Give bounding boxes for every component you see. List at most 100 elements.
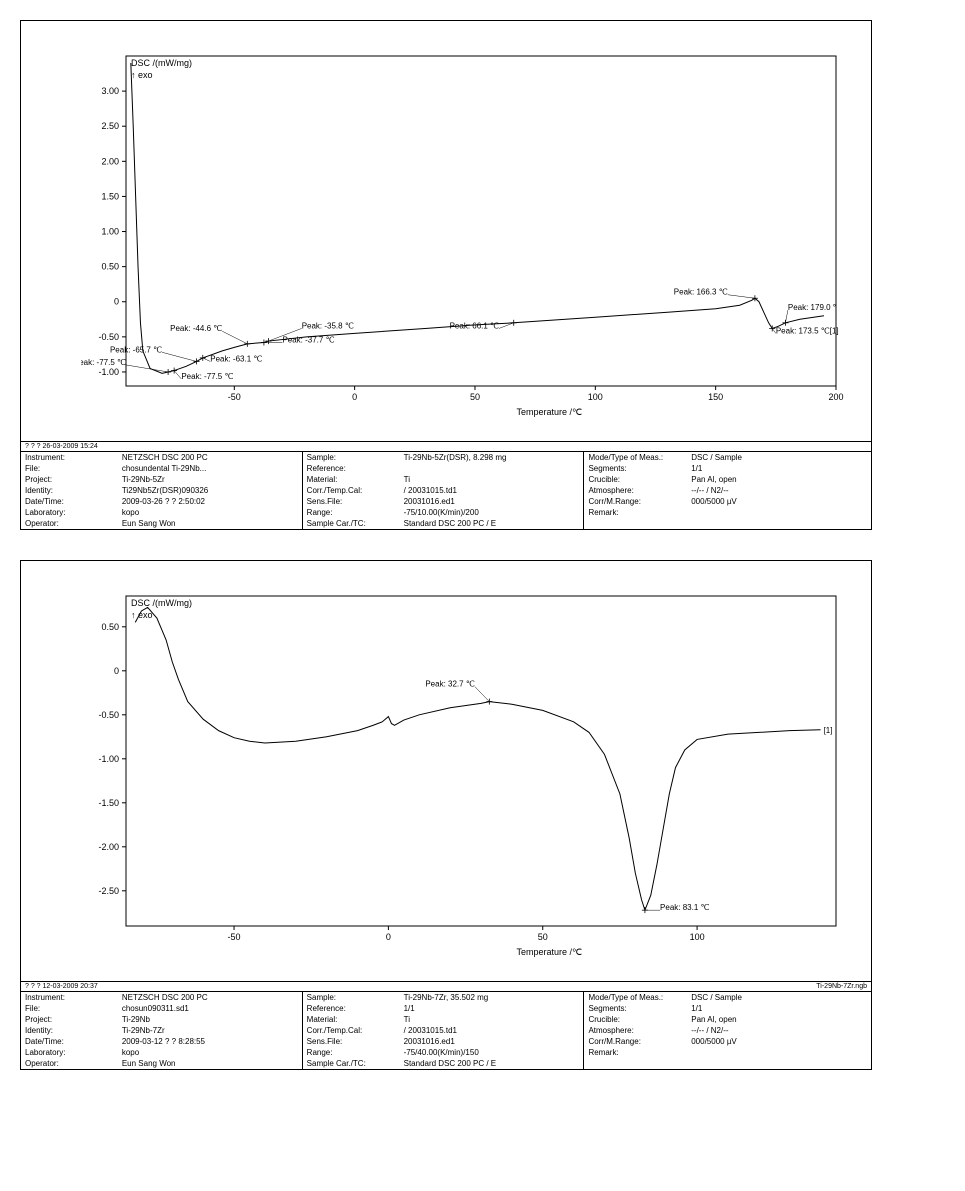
meta-label: Remark: <box>584 507 687 518</box>
meta-label: Material: <box>302 1014 399 1025</box>
meta-value: 2009-03-12 ? ? 8:28:55 <box>118 1036 302 1047</box>
svg-text:-1.00: -1.00 <box>98 754 119 764</box>
svg-text:Peak: -65.7 ℃: Peak: -65.7 ℃ <box>110 345 162 354</box>
svg-text:Peak: -77.5 ℃: Peak: -77.5 ℃ <box>81 358 126 367</box>
meta-label: Project: <box>21 1014 118 1025</box>
chart-2-metadata-table: Instrument:NETZSCH DSC 200 PCSample:Ti-2… <box>21 991 871 1069</box>
svg-text:50: 50 <box>470 392 480 402</box>
meta-label: Sample Car./TC: <box>302 518 399 529</box>
meta-value: 000/5000 µV <box>687 496 871 507</box>
meta-value <box>687 1047 871 1058</box>
svg-text:Peak: -63.1 ℃: Peak: -63.1 ℃ <box>210 354 262 363</box>
chart-1-metadata-table: Instrument:NETZSCH DSC 200 PCSample:Ti-2… <box>21 451 871 529</box>
svg-text:100: 100 <box>690 932 705 942</box>
svg-text:Peak: -77.5 ℃: Peak: -77.5 ℃ <box>181 372 233 381</box>
meta-label: Instrument: <box>21 452 118 464</box>
svg-text:0: 0 <box>114 297 119 307</box>
svg-text:1.50: 1.50 <box>101 191 119 201</box>
meta-label: Atmosphere: <box>584 1025 687 1036</box>
meta-value: 2009-03-26 ? ? 2:50:02 <box>118 496 302 507</box>
meta-value: Ti-29Nb-5Zr(DSR), 8.298 mg <box>400 452 584 464</box>
meta-value: Ti-29Nb-7Zr, 35.502 mg <box>400 992 584 1004</box>
meta-value: Eun Sang Won <box>118 518 302 529</box>
svg-text:Peak: 166.3 ℃: Peak: 166.3 ℃ <box>674 288 728 297</box>
svg-text:Peak: -37.7 ℃: Peak: -37.7 ℃ <box>282 335 334 344</box>
svg-text:Peak: 83.1 ℃: Peak: 83.1 ℃ <box>660 903 709 912</box>
meta-label: Mode/Type of Meas.: <box>584 452 687 464</box>
svg-text:2.50: 2.50 <box>101 121 119 131</box>
svg-text:↑ exo: ↑ exo <box>131 70 153 80</box>
meta-value: NETZSCH DSC 200 PC <box>118 452 302 464</box>
svg-text:1.00: 1.00 <box>101 227 119 237</box>
svg-text:0.50: 0.50 <box>101 622 119 632</box>
meta-value: / 20031015.td1 <box>400 485 584 496</box>
meta-label: Crucible: <box>584 474 687 485</box>
meta-value <box>400 463 584 474</box>
meta-label: Operator: <box>21 518 118 529</box>
meta-label <box>584 518 687 529</box>
meta-label: Sample: <box>302 452 399 464</box>
meta-value: Ti <box>400 474 584 485</box>
svg-text:100: 100 <box>588 392 603 402</box>
svg-text:DSC /(mW/mg): DSC /(mW/mg) <box>131 598 192 608</box>
meta-value <box>687 518 871 529</box>
meta-value: NETZSCH DSC 200 PC <box>118 992 302 1004</box>
svg-text:0.50: 0.50 <box>101 262 119 272</box>
chart-1-footer-stamp: ? ? ? 26-03-2009 15:24 <box>21 441 871 451</box>
meta-label: Atmosphere: <box>584 485 687 496</box>
meta-label: Range: <box>302 507 399 518</box>
meta-label: Reference: <box>302 1003 399 1014</box>
svg-text:Peak: 173.5 ℃[1]: Peak: 173.5 ℃[1] <box>776 326 839 335</box>
meta-label: Identity: <box>21 485 118 496</box>
meta-label: Operator: <box>21 1058 118 1069</box>
svg-text:200: 200 <box>828 392 843 402</box>
meta-value: 20031016.ed1 <box>400 496 584 507</box>
meta-label: Corr/M.Range: <box>584 1036 687 1047</box>
svg-text:-0.50: -0.50 <box>98 332 119 342</box>
meta-value: kopo <box>118 507 302 518</box>
meta-value: -75/40.00(K/min)/150 <box>400 1047 584 1058</box>
meta-value: Pan Al, open <box>687 474 871 485</box>
chart-2-footer-stamp: ? ? ? 12-03-2009 20:37 Ti-29Nb-7Zr.ngb <box>21 981 871 991</box>
svg-text:DSC /(mW/mg): DSC /(mW/mg) <box>131 58 192 68</box>
svg-text:-2.00: -2.00 <box>98 842 119 852</box>
svg-text:0: 0 <box>386 932 391 942</box>
meta-label: Corr./Temp.Cal: <box>302 485 399 496</box>
chart-2-svg: -50050100-2.50-2.00-1.50-1.00-0.5000.50D… <box>81 571 851 971</box>
meta-label: Corr/M.Range: <box>584 496 687 507</box>
meta-label: Segments: <box>584 1003 687 1014</box>
meta-value: --/-- / N2/-- <box>687 1025 871 1036</box>
meta-value: 1/1 <box>400 1003 584 1014</box>
meta-value: 1/1 <box>687 463 871 474</box>
meta-label: Sens.File: <box>302 496 399 507</box>
meta-value: kopo <box>118 1047 302 1058</box>
meta-value: -75/10.00(K/min)/200 <box>400 507 584 518</box>
meta-label: Reference: <box>302 463 399 474</box>
meta-label: Laboratory: <box>21 1047 118 1058</box>
meta-value: / 20031015.td1 <box>400 1025 584 1036</box>
chart-2-footer-right: Ti-29Nb-7Zr.ngb <box>816 983 867 990</box>
meta-label: Sample Car./TC: <box>302 1058 399 1069</box>
svg-text:↑ exo: ↑ exo <box>131 610 153 620</box>
chart-2-plot-area: -50050100-2.50-2.00-1.50-1.00-0.5000.50D… <box>21 561 871 981</box>
meta-value: --/-- / N2/-- <box>687 485 871 496</box>
meta-value: DSC / Sample <box>687 452 871 464</box>
svg-text:[1]: [1] <box>824 726 833 735</box>
meta-value: Standard DSC 200 PC / E <box>400 1058 584 1069</box>
svg-text:3.00: 3.00 <box>101 86 119 96</box>
svg-text:0: 0 <box>352 392 357 402</box>
svg-text:Temperature /℃: Temperature /℃ <box>517 947 583 957</box>
meta-value: Standard DSC 200 PC / E <box>400 518 584 529</box>
svg-text:150: 150 <box>708 392 723 402</box>
svg-text:-2.50: -2.50 <box>98 886 119 896</box>
meta-label: File: <box>21 463 118 474</box>
svg-text:Peak: 32.7 ℃: Peak: 32.7 ℃ <box>425 680 474 689</box>
meta-label: File: <box>21 1003 118 1014</box>
meta-value: 20031016.ed1 <box>400 1036 584 1047</box>
meta-value: Eun Sang Won <box>118 1058 302 1069</box>
svg-text:Temperature /℃: Temperature /℃ <box>517 407 583 417</box>
dsc-chart-panel-1: -50050100150200-1.00-0.5000.501.001.502.… <box>20 20 872 530</box>
meta-label: Sens.File: <box>302 1036 399 1047</box>
meta-label: Crucible: <box>584 1014 687 1025</box>
meta-value: DSC / Sample <box>687 992 871 1004</box>
